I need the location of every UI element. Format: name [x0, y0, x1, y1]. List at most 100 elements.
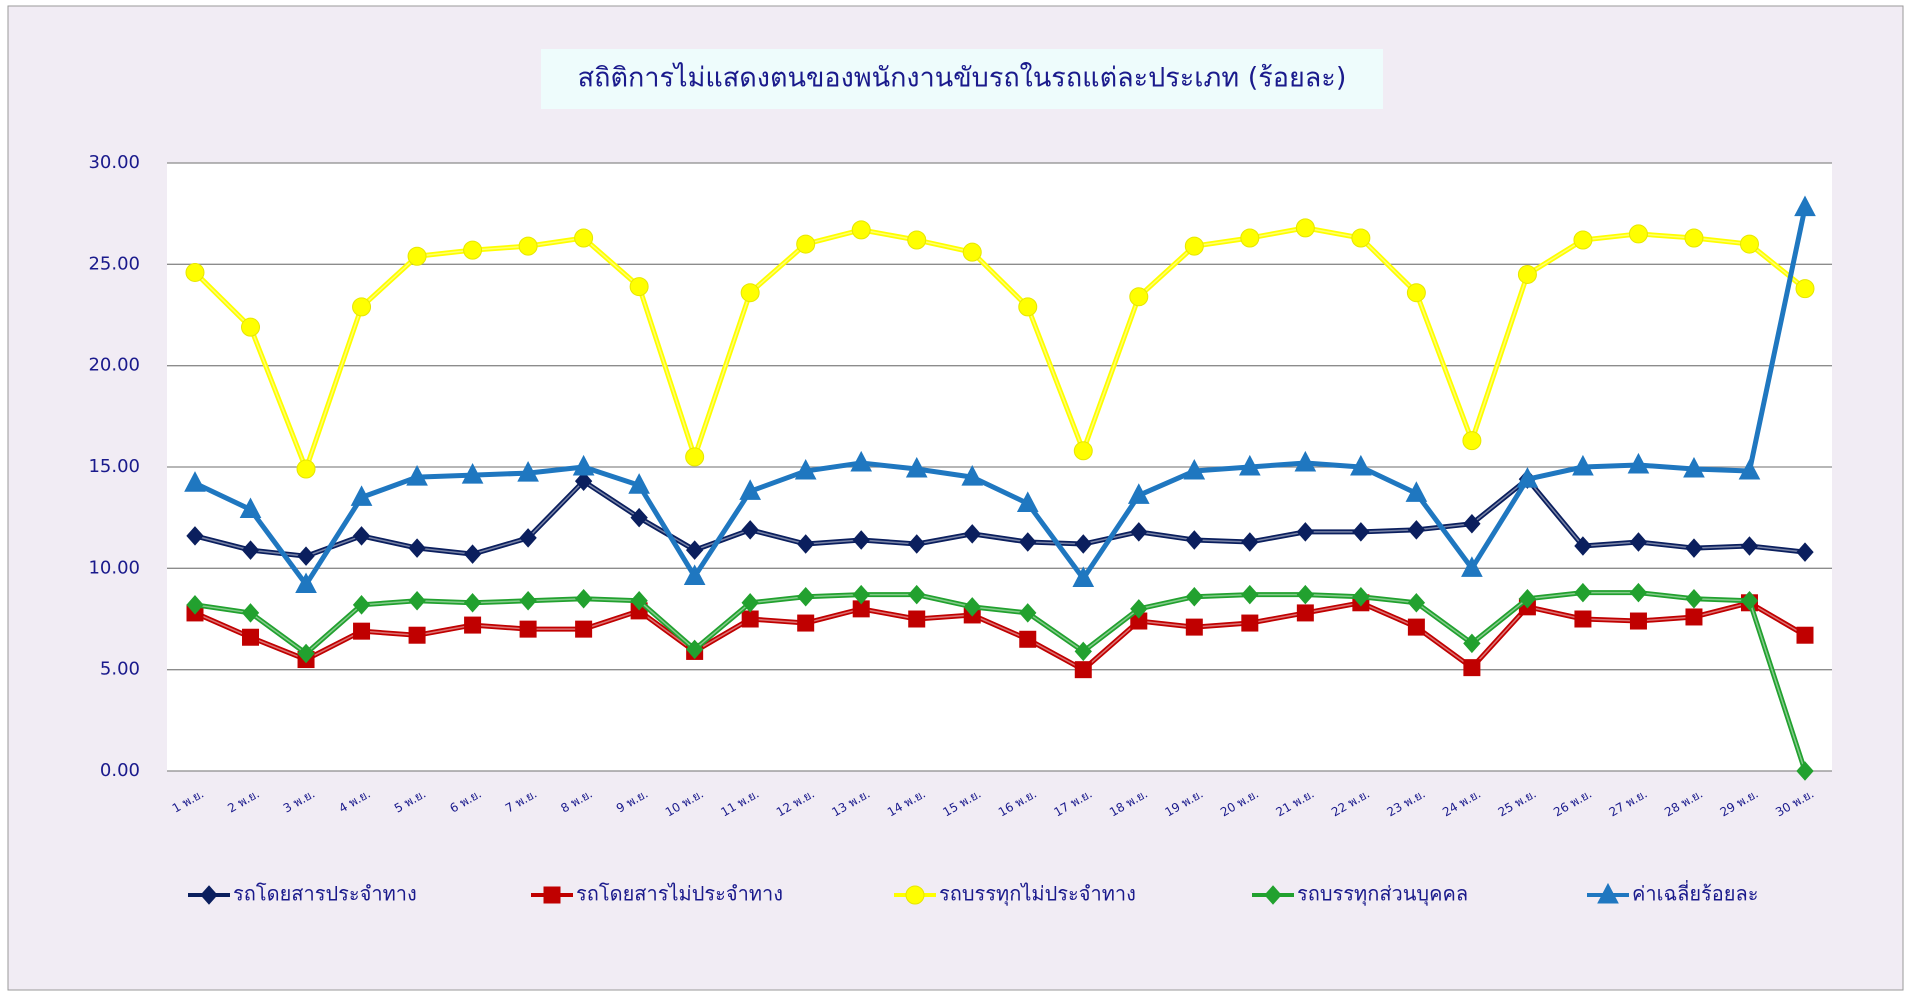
- marker: [1407, 618, 1425, 636]
- marker: [852, 584, 870, 605]
- marker: [1796, 626, 1814, 644]
- marker: [683, 564, 706, 585]
- marker: [1738, 458, 1761, 480]
- marker: [1130, 599, 1148, 619]
- marker: [908, 610, 926, 628]
- marker: [543, 886, 561, 904]
- marker: [962, 242, 982, 262]
- marker: [1351, 228, 1371, 248]
- marker: [685, 639, 704, 660]
- marker: [1629, 532, 1648, 552]
- marker: [741, 520, 759, 540]
- marker: [1294, 450, 1317, 472]
- marker: [1740, 591, 1759, 611]
- marker: [961, 465, 984, 486]
- marker: [1405, 481, 1428, 502]
- marker: [794, 458, 817, 480]
- marker: [1264, 885, 1282, 905]
- marker: [1019, 630, 1037, 648]
- marker: [797, 614, 815, 632]
- legend-label: รถบรรทุกส่วนบุคคล: [1297, 882, 1468, 907]
- marker: [739, 479, 762, 500]
- marker: [1574, 610, 1592, 628]
- marker: [239, 497, 262, 519]
- marker: [353, 622, 371, 640]
- marker: [185, 262, 205, 282]
- marker: [574, 471, 593, 491]
- marker: [517, 461, 539, 482]
- marker: [186, 595, 204, 615]
- marker: [1684, 228, 1704, 248]
- marker: [575, 620, 593, 638]
- marker: [464, 616, 482, 634]
- legend-label: รถโดยสารประจำทาง: [233, 882, 417, 906]
- marker: [1295, 218, 1315, 238]
- marker: [1572, 454, 1594, 476]
- y-tick-label: 25.00: [88, 253, 140, 274]
- marker: [1407, 520, 1426, 540]
- marker: [1627, 452, 1650, 474]
- marker: [463, 240, 483, 260]
- marker: [907, 230, 927, 250]
- chart-title: สถิติการไม่แสดงตนของพนักงานขับรถในรถแต่ล…: [578, 62, 1347, 94]
- marker: [1796, 761, 1814, 781]
- marker: [850, 450, 873, 472]
- marker: [1296, 604, 1314, 622]
- legend-label: ค่าเฉลี่ยร้อยละ: [1632, 880, 1759, 906]
- marker: [1574, 536, 1592, 556]
- marker: [1074, 661, 1092, 679]
- marker: [408, 591, 426, 611]
- series-line-inner: [194, 478, 1806, 557]
- marker: [352, 595, 371, 615]
- marker: [406, 465, 428, 486]
- marker: [408, 538, 426, 558]
- marker: [1739, 234, 1759, 254]
- y-tick-label: 0.00: [100, 760, 140, 781]
- marker: [796, 234, 816, 254]
- marker: [241, 540, 260, 560]
- marker: [1016, 491, 1039, 512]
- marker: [1463, 659, 1481, 677]
- marker: [1350, 454, 1372, 476]
- y-tick-label: 20.00: [88, 355, 140, 376]
- marker: [1130, 522, 1148, 542]
- series-line-inner: [194, 601, 1806, 671]
- marker: [463, 593, 482, 613]
- series-line-inner: [194, 591, 1806, 772]
- legend-label: รถโดยสารไม่ประจำทาง: [576, 882, 783, 906]
- marker: [574, 228, 594, 248]
- marker: [297, 546, 315, 566]
- marker: [1516, 467, 1539, 488]
- marker: [1573, 230, 1593, 250]
- marker: [1794, 195, 1816, 217]
- marker: [1073, 441, 1093, 461]
- marker: [1185, 530, 1203, 550]
- marker: [1183, 458, 1206, 480]
- marker: [1185, 618, 1203, 636]
- marker: [1352, 586, 1370, 607]
- marker: [461, 463, 484, 484]
- marker: [407, 246, 427, 266]
- marker: [1127, 483, 1150, 504]
- marker: [1074, 534, 1092, 554]
- title-box: [541, 49, 1383, 109]
- marker: [1463, 633, 1481, 654]
- marker: [1019, 532, 1037, 552]
- marker: [352, 297, 372, 317]
- marker: [572, 454, 595, 476]
- marker: [963, 597, 981, 617]
- marker: [797, 586, 815, 607]
- marker: [1352, 522, 1370, 542]
- marker: [1462, 431, 1482, 451]
- marker: [1240, 228, 1260, 248]
- marker: [905, 885, 925, 905]
- marker: [242, 628, 260, 646]
- marker: [184, 471, 206, 492]
- marker: [908, 534, 926, 554]
- marker: [1685, 538, 1703, 558]
- marker: [352, 526, 371, 546]
- marker: [1406, 283, 1426, 303]
- marker: [1597, 882, 1619, 904]
- marker: [1238, 454, 1261, 476]
- marker: [1685, 588, 1703, 609]
